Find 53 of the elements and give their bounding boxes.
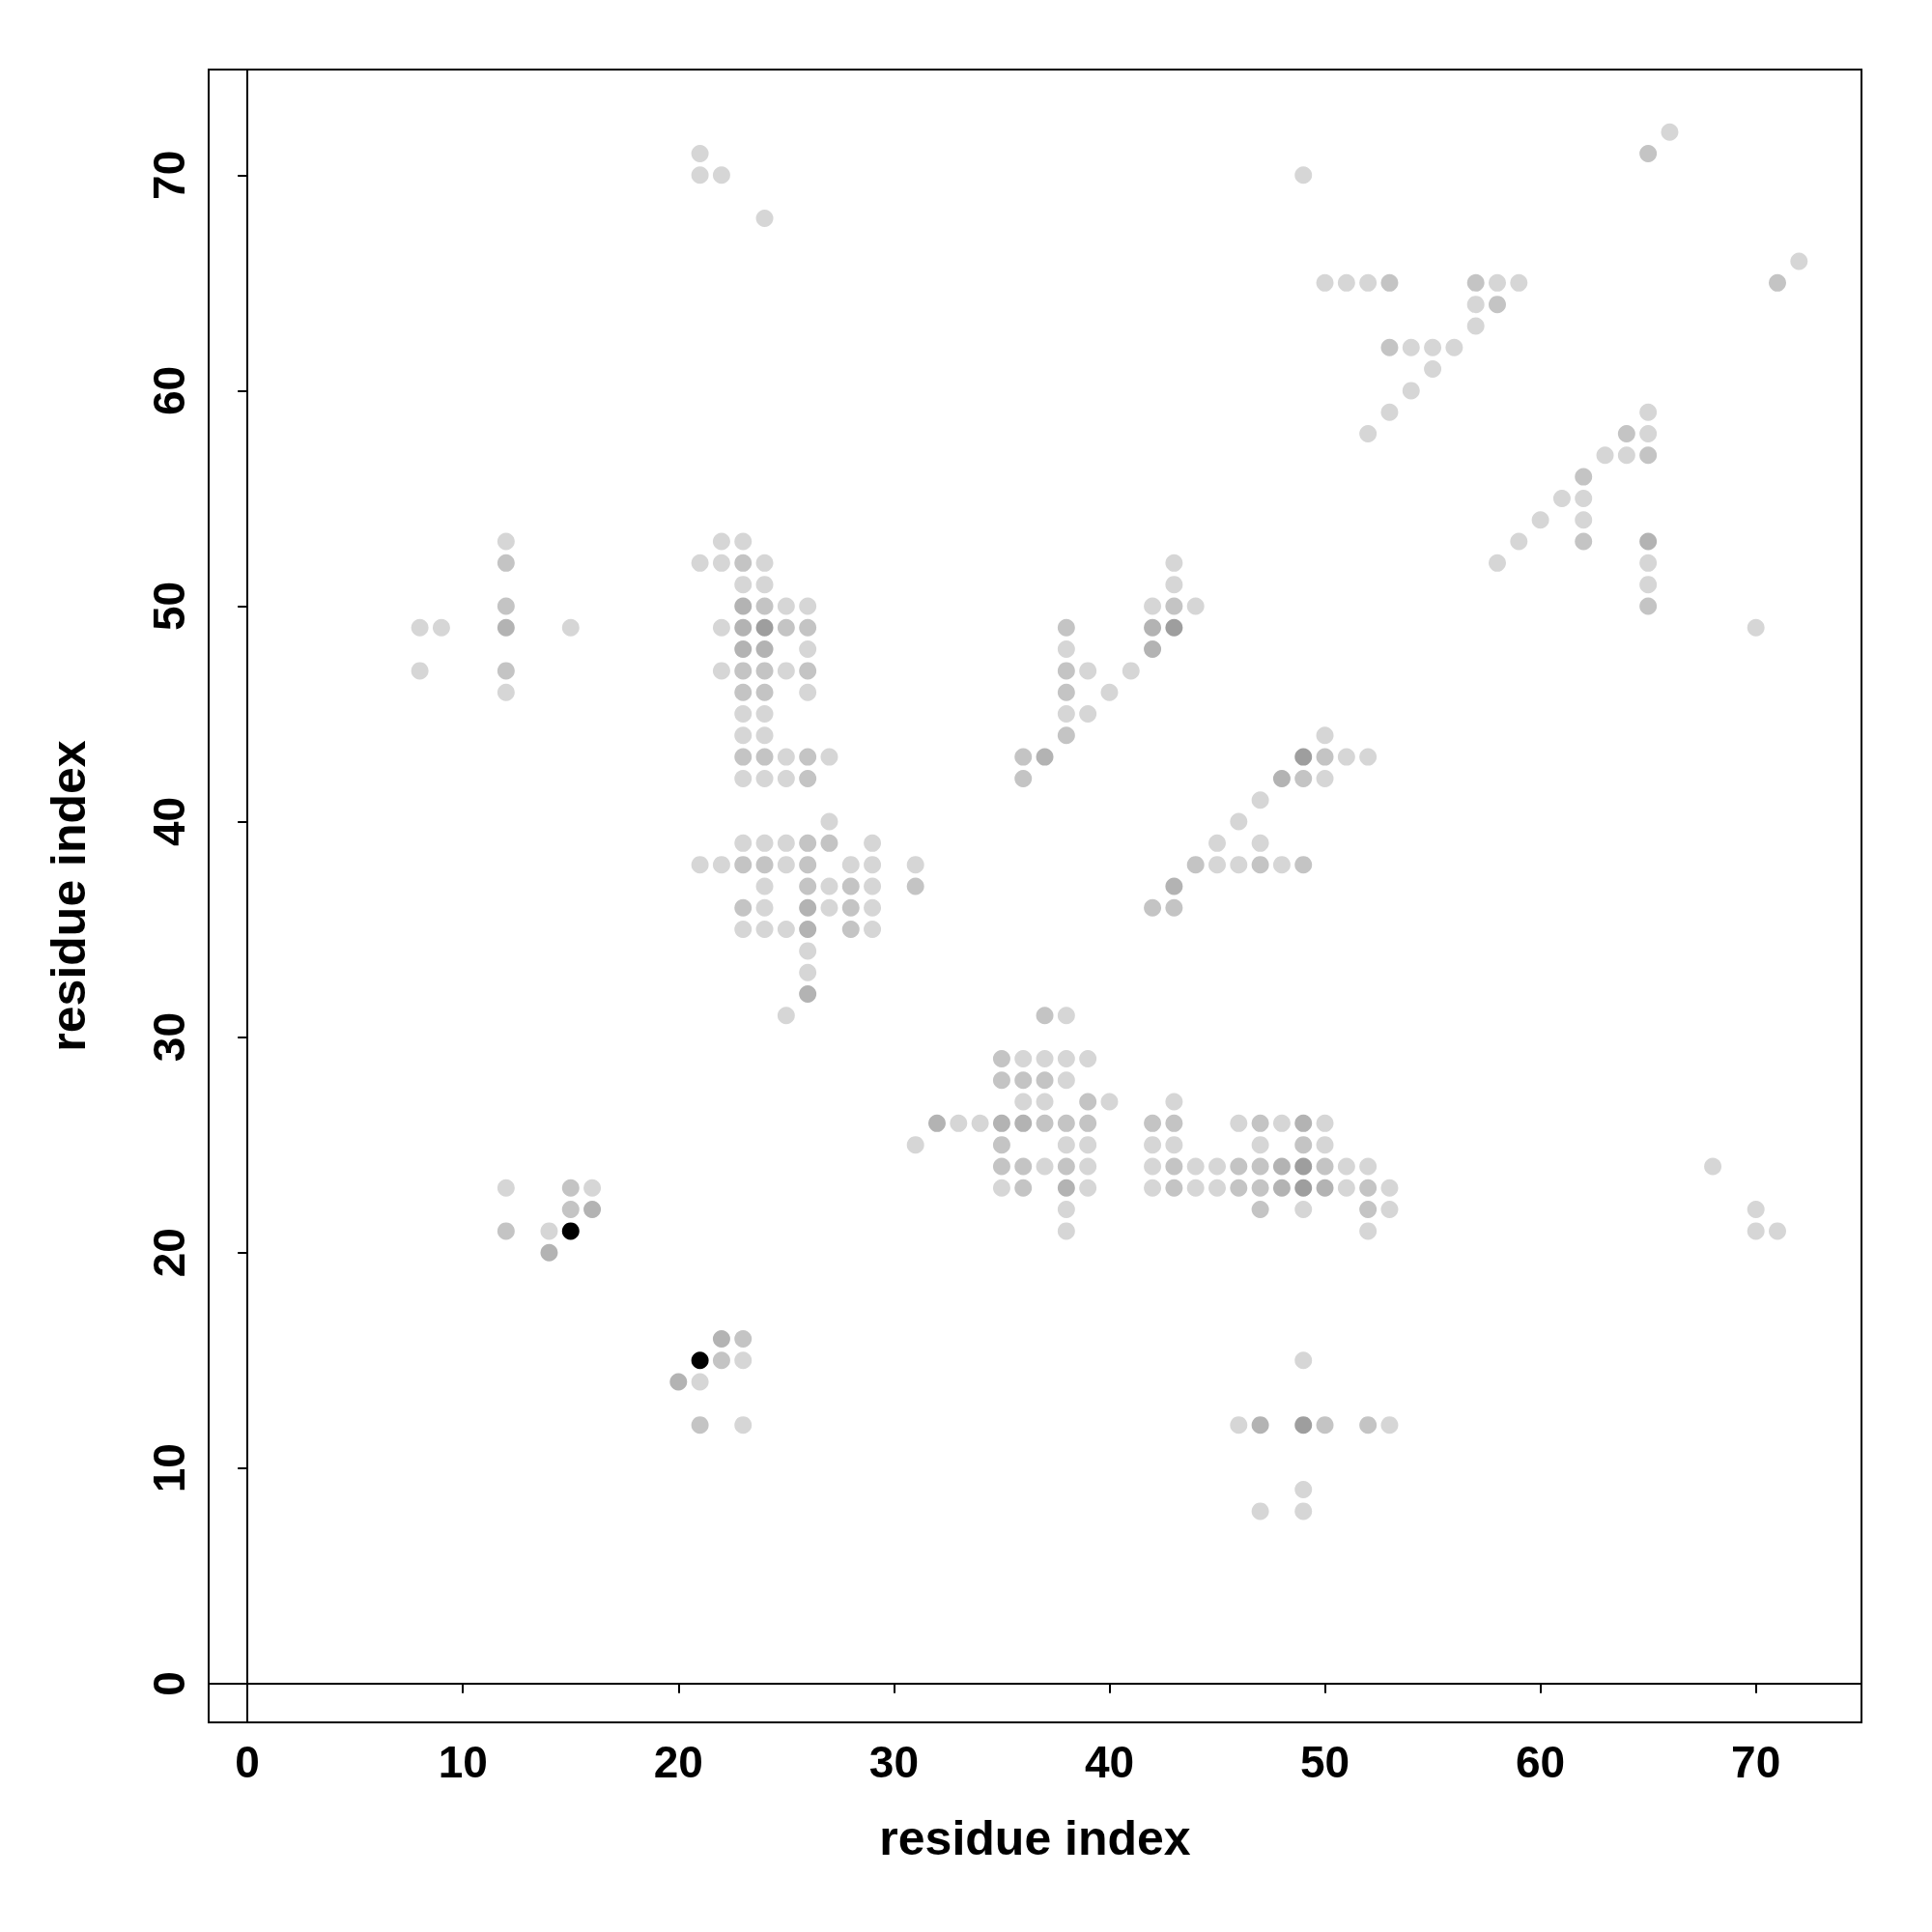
point <box>1251 1416 1269 1435</box>
point <box>1014 1114 1033 1132</box>
point <box>799 921 817 939</box>
point <box>669 1373 688 1391</box>
point <box>1294 1416 1313 1435</box>
point <box>561 1222 580 1240</box>
point <box>799 898 817 917</box>
point <box>734 597 753 615</box>
point <box>1639 532 1658 551</box>
point <box>1036 748 1054 766</box>
point <box>1272 1179 1291 1197</box>
y-axis-title: residue index <box>42 740 96 1052</box>
y-tick-label: 50 <box>144 581 194 632</box>
point <box>583 1201 602 1219</box>
point <box>928 1114 946 1132</box>
y-tick-label: 40 <box>144 796 194 847</box>
point <box>1144 640 1162 659</box>
y-tick-label: 20 <box>144 1228 194 1278</box>
point <box>1294 1157 1313 1176</box>
point <box>799 985 817 1003</box>
point <box>1165 877 1183 895</box>
point <box>540 1243 558 1262</box>
point <box>1272 1157 1291 1176</box>
x-tick-label: 0 <box>235 1737 260 1787</box>
x-tick-label: 70 <box>1731 1737 1781 1787</box>
y-tick-label: 60 <box>144 365 194 415</box>
point <box>755 640 774 659</box>
x-tick-label: 40 <box>1084 1737 1135 1787</box>
y-tick-label: 30 <box>144 1012 194 1063</box>
x-tick-label: 10 <box>438 1737 488 1787</box>
point <box>734 640 753 659</box>
point <box>1057 1179 1075 1197</box>
y-tick-label: 0 <box>144 1671 194 1696</box>
point <box>1165 618 1183 637</box>
point <box>1294 1179 1313 1197</box>
point <box>1272 769 1291 787</box>
point <box>712 1329 730 1348</box>
point <box>1316 1179 1334 1197</box>
x-tick-label: 30 <box>868 1737 919 1787</box>
point <box>1144 618 1162 637</box>
point <box>1294 1114 1313 1132</box>
x-axis-title: residue index <box>879 1811 1191 1865</box>
point <box>734 618 753 637</box>
y-tick-label: 10 <box>144 1443 194 1493</box>
y-tick-label: 70 <box>144 150 194 200</box>
point <box>755 618 774 637</box>
x-tick-label: 50 <box>1299 1737 1350 1787</box>
point <box>497 618 515 637</box>
point <box>691 1351 709 1370</box>
x-tick-label: 20 <box>653 1737 703 1787</box>
x-tick-label: 60 <box>1516 1737 1566 1787</box>
point <box>992 1114 1010 1132</box>
point <box>1294 748 1313 766</box>
